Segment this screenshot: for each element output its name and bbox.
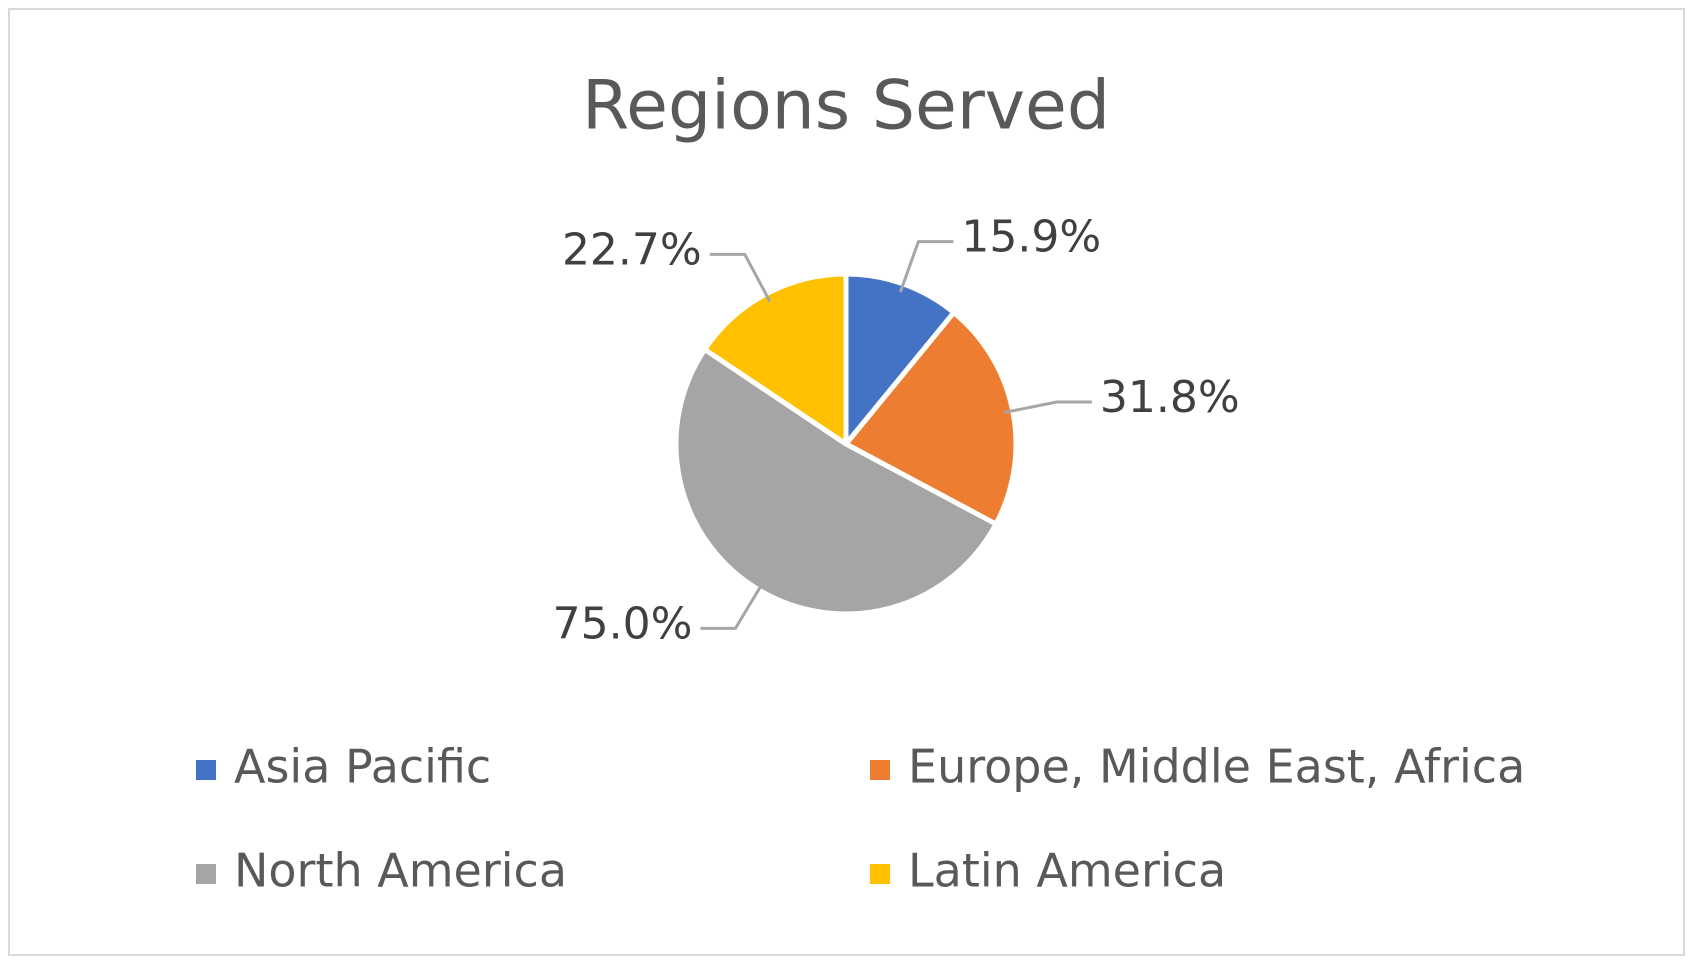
data-label: 75.0% [553, 598, 693, 649]
chart-title: Regions Served [582, 67, 1110, 146]
legend-swatch [870, 864, 890, 884]
legend-label: North America [234, 844, 567, 898]
data-label: 22.7% [562, 224, 702, 275]
leader-line [898, 240, 954, 293]
data-label: 15.9% [961, 212, 1101, 263]
legend-swatch [196, 864, 216, 884]
legend-label: Asia Pacific [234, 740, 491, 794]
data-label: 31.8% [1100, 372, 1240, 423]
legend-label: Latin America [908, 844, 1226, 898]
legend-label: Europe, Middle East, Africa [908, 740, 1525, 794]
legend-swatch [196, 760, 216, 780]
legend-swatch [870, 760, 890, 780]
leader-line [700, 581, 765, 630]
leader-line [1004, 400, 1092, 414]
leader-line [709, 252, 772, 303]
